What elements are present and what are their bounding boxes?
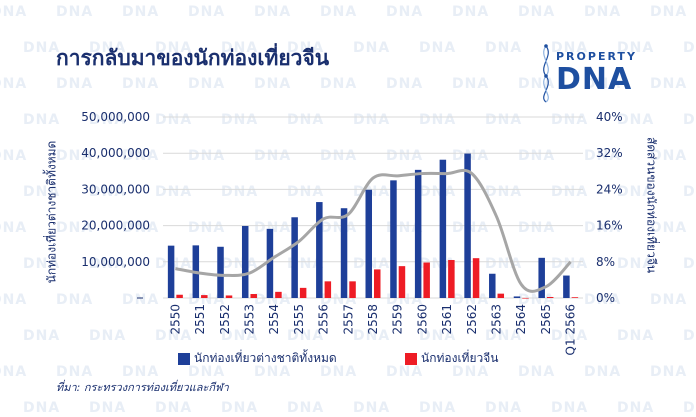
bar-chinese xyxy=(571,297,579,298)
share-line xyxy=(175,168,572,293)
bar-total xyxy=(513,296,521,298)
brand-logo: PROPERTY DNA xyxy=(536,40,656,110)
bar-chinese xyxy=(225,295,233,298)
bar-chinese xyxy=(448,259,455,298)
bar-total xyxy=(291,217,298,298)
x-tick-label: 2559 xyxy=(391,304,405,335)
y-left-tick-label: 40,000,000 xyxy=(81,146,150,160)
bar-chinese xyxy=(374,269,381,298)
y-right-tick-label: 16% xyxy=(596,219,623,233)
bar-chinese xyxy=(522,297,529,299)
y-left-tick-label: 30,000,000 xyxy=(81,182,150,196)
x-tick-label: 2561 xyxy=(440,304,454,335)
y-right-tick-label: 40% xyxy=(596,110,623,124)
x-tick-label: 2563 xyxy=(490,304,504,335)
x-tick-label: 2558 xyxy=(366,304,380,335)
y-right-tick-label: 32% xyxy=(596,146,623,160)
bar-chinese xyxy=(299,287,307,298)
bar-total xyxy=(217,246,224,298)
y-right-tick-label: 0% xyxy=(596,291,615,305)
logo-main-text: DNA xyxy=(556,62,633,97)
y-left-tick-label: 50,000,000 xyxy=(81,110,150,124)
x-tick-label: 2553 xyxy=(242,304,256,335)
bar-total xyxy=(167,245,175,298)
bar-chinese xyxy=(546,296,554,298)
x-tick-label: 2554 xyxy=(267,304,281,335)
bar-chinese xyxy=(250,294,257,298)
x-tick-label: 2552 xyxy=(218,304,232,335)
bar-total xyxy=(538,257,545,298)
source-note: ที่มา: กระทรวงการท่องเที่ยวและกีฬา xyxy=(56,381,229,394)
x-tick-label: 2560 xyxy=(415,304,429,335)
bar-total xyxy=(316,202,323,298)
bar-chinese xyxy=(423,262,430,298)
bar-chinese xyxy=(349,281,356,298)
bar-chinese xyxy=(275,291,282,298)
bar-total xyxy=(414,169,422,298)
legend-swatch-chinese xyxy=(405,352,417,365)
bar-total xyxy=(464,153,471,298)
bar-total xyxy=(489,273,496,298)
bar-chinese xyxy=(472,258,480,298)
y-right-tick-label: 8% xyxy=(596,255,615,269)
y-right-tick-label: 24% xyxy=(596,182,623,196)
bar-chinese xyxy=(324,281,332,298)
x-tick-label: 2562 xyxy=(465,304,479,335)
bar-total xyxy=(266,228,274,298)
legend-label-total: นักท่องเที่ยวต่างชาติทั้งหมด xyxy=(194,351,337,365)
x-tick-label: Q1 2566 xyxy=(564,304,578,355)
chart-title: การกลับมาของนักท่องเที่ยวจีน xyxy=(56,46,330,70)
y-axis-left-label: นักท่องเที่ยวต่างชาติทั้งหมด xyxy=(44,140,59,284)
x-tick-label: 2557 xyxy=(341,304,355,335)
y-left-tick-label: 20,000,000 xyxy=(81,219,150,233)
y-left-tick-label: 10,000,000 xyxy=(81,255,150,269)
x-tick-label: 2555 xyxy=(292,304,306,335)
bar-total xyxy=(390,180,397,298)
x-tick-label: 2551 xyxy=(193,304,207,335)
bar-total xyxy=(563,275,570,298)
bar-chinese xyxy=(398,266,406,298)
x-tick-label: 2550 xyxy=(168,304,182,335)
legend-swatch-total xyxy=(178,352,190,365)
legend-label-chinese: นักท่องเที่ยวจีน xyxy=(421,351,499,365)
y-axis-right-label: สัดส่วนของนักท่องเที่ยวจีน xyxy=(644,136,659,274)
bar-total xyxy=(340,208,348,298)
legend-item-chinese: นักท่องเที่ยวจีน xyxy=(405,349,498,368)
logo-top-text: PROPERTY xyxy=(556,50,637,63)
dna-helix-icon xyxy=(543,44,549,103)
bar-chinese xyxy=(176,294,183,298)
legend-item-total: นักท่องเที่ยวต่างชาติทั้งหมด xyxy=(178,349,337,368)
bar-chinese xyxy=(201,295,208,298)
x-tick-label: 2556 xyxy=(317,304,331,335)
bar-total xyxy=(241,225,249,298)
bar-total xyxy=(439,159,447,298)
x-tick-label: 2564 xyxy=(514,304,528,335)
bar-chinese xyxy=(497,293,505,298)
x-tick-label: 2565 xyxy=(539,304,553,335)
bar-total xyxy=(365,189,372,298)
